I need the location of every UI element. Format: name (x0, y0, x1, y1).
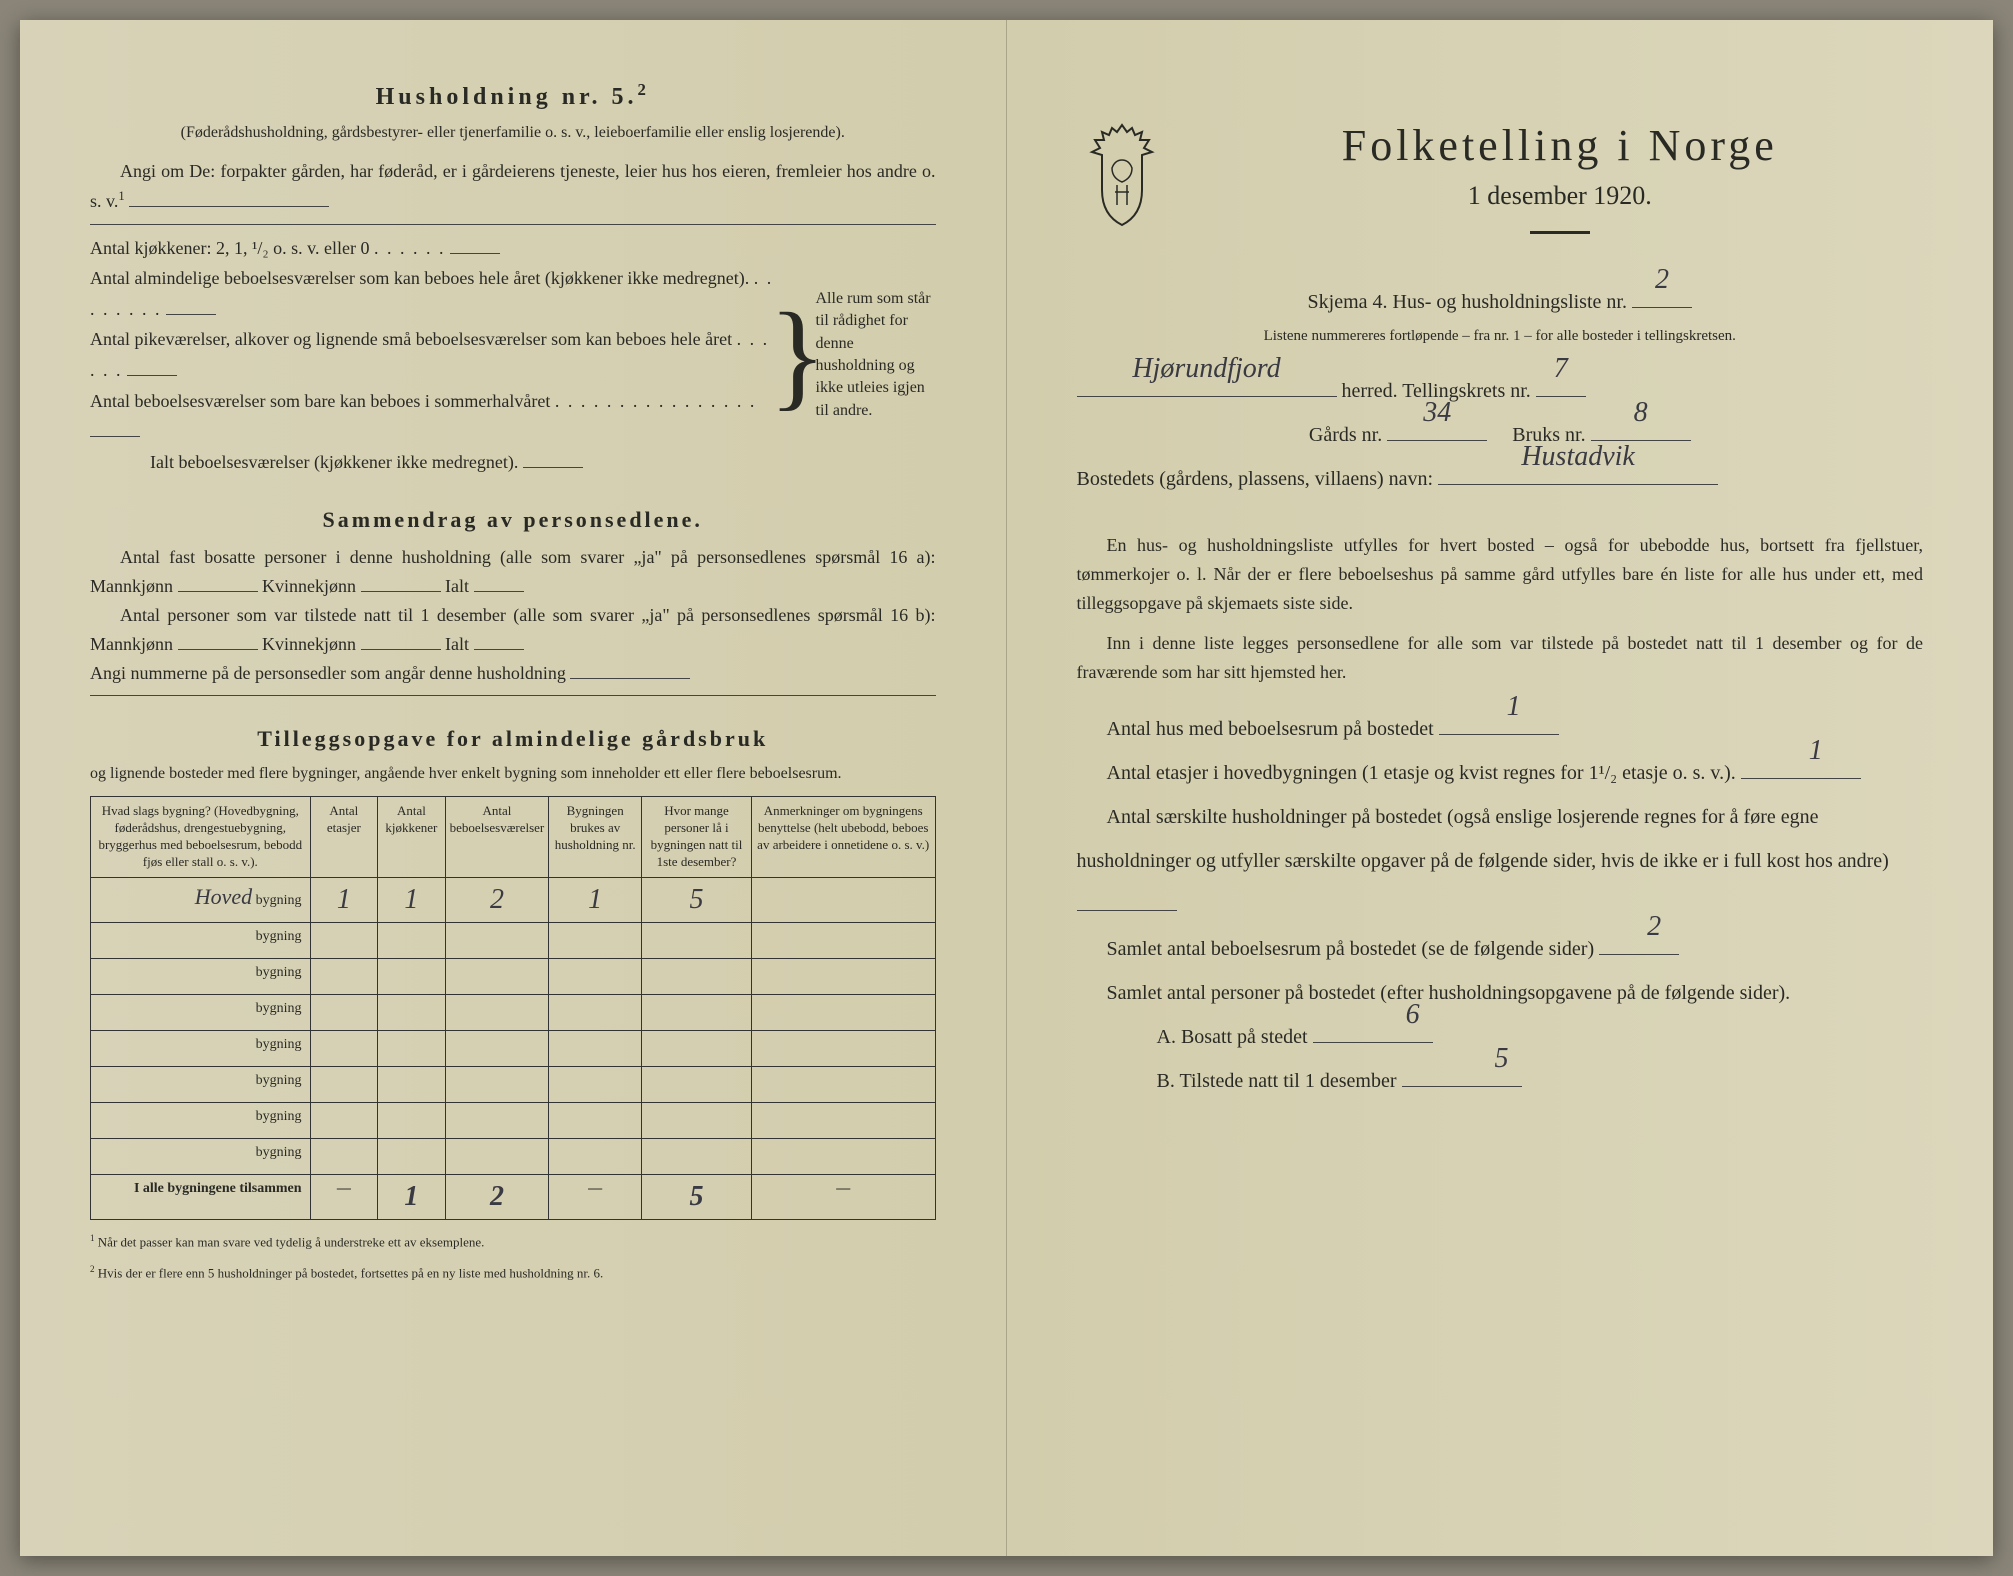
rule-1 (90, 224, 936, 225)
th-1: Antal etasjer (310, 797, 378, 878)
table-total-row: I alle bygningene tilsammen — 1 2 — 5 — (91, 1174, 936, 1219)
husholdning-parenthetical: (Føderådshusholdning, gårdsbestyrer- ell… (90, 121, 936, 145)
kjokken-block: Antal kjøkkener: 2, 1, ¹/₂ o. s. v. elle… (90, 233, 936, 478)
right-page: Folketelling i Norge 1 desember 1920. Sk… (1007, 20, 1994, 1556)
footnote-1: 1 Når det passer kan man svare ved tydel… (90, 1232, 936, 1252)
skjema-line: Skjema 4. Hus- og husholdningsliste nr. … (1077, 280, 1924, 324)
th-3: Antal beboelsesværelser (445, 797, 549, 878)
footnote-2: 2 Hvis der er flere enn 5 husholdninger … (90, 1263, 936, 1283)
q-etasjer: Antal etasjer i hovedbygningen (1 etasje… (1077, 751, 1924, 795)
angi-blank (129, 187, 329, 207)
brace-right-text: Alle rum som står til rådighet for denne… (816, 233, 936, 478)
building-table: Hvad slags bygning? (Hovedbygning, føder… (90, 796, 936, 1220)
bosted-row: Bostedets (gårdens, plassens, villaens) … (1077, 457, 1924, 501)
title-block: Folketelling i Norge 1 desember 1920. (1077, 120, 1924, 250)
husholdning-sup: 2 (638, 80, 650, 99)
table-row: bygning (91, 958, 936, 994)
tillegg-intro: og lignende bosteder med flere bygninger… (90, 762, 936, 786)
sammendrag-2: Antal personer som var tilstede natt til… (90, 601, 936, 659)
angi-nummerne: Angi nummerne på de personsedler som ang… (90, 659, 936, 688)
title-dash (1530, 231, 1590, 234)
table-row: bygning (91, 1138, 936, 1174)
left-page: Husholdning nr. 5.2 (Føderådshusholdning… (20, 20, 1007, 1556)
table-row: bygning (91, 1030, 936, 1066)
herred-row: Hjørundfjord herred. Tellingskrets nr. 7 (1077, 369, 1924, 413)
th-2: Antal kjøkkener (378, 797, 446, 878)
tillegg-title: Tilleggsopgave for almindelige gårdsbruk (90, 726, 936, 752)
husholdning-title: Husholdning nr. 5.2 (90, 80, 936, 111)
th-4: Bygningen brukes av husholdning nr. (549, 797, 642, 878)
husholdning-title-text: Husholdning nr. 5. (376, 84, 638, 110)
q-samlet-rum: Samlet antal beboelsesrum på bostedet (s… (1077, 927, 1924, 971)
table-header-row: Hvad slags bygning? (Hovedbygning, føder… (91, 797, 936, 878)
subtitle: 1 desember 1920. (1197, 181, 1924, 211)
para-1: En hus- og husholdningsliste utfylles fo… (1077, 531, 1924, 617)
sammendrag-title: Sammendrag av personsedlene. (90, 507, 936, 533)
th-6: Anmerkninger om bygningens benyttelse (h… (751, 797, 935, 878)
sammendrag-1: Antal fast bosatte personer i denne hush… (90, 543, 936, 601)
main-title: Folketelling i Norge (1197, 120, 1924, 171)
th-0: Hvad slags bygning? (Hovedbygning, føder… (91, 797, 311, 878)
table-row: bygning (91, 922, 936, 958)
table-row: bygning (91, 994, 936, 1030)
th-5: Hvor mange personer lå i bygningen natt … (642, 797, 752, 878)
q-saerskilte: Antal særskilte husholdninger på bostede… (1077, 795, 1924, 927)
brace-glyph: } (788, 233, 808, 478)
q-b: B. Tilstede natt til 1 desember 5 (1077, 1059, 1924, 1103)
document-spread: Husholdning nr. 5.2 (Føderådshusholdning… (20, 20, 1993, 1556)
table-row: Hoved bygning 1 1 2 1 5 (91, 877, 936, 922)
table-row: bygning (91, 1066, 936, 1102)
rule-2 (90, 695, 936, 696)
q-samlet-pers: Samlet antal personer på bostedet (efter… (1077, 971, 1924, 1015)
coat-of-arms-icon (1077, 120, 1167, 230)
table-row: bygning (91, 1102, 936, 1138)
angi-line: Angi om De: forpakter gården, har føderå… (90, 157, 936, 216)
